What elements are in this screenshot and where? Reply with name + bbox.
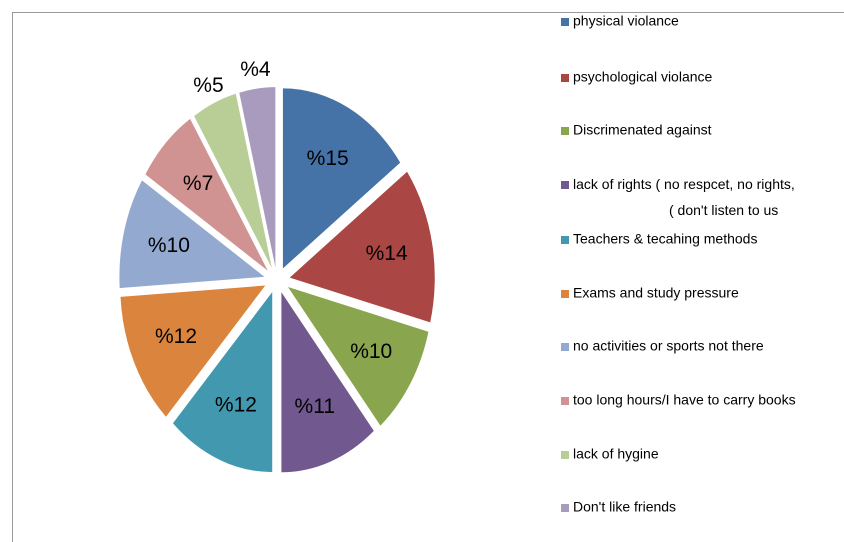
- legend-line: ( don't listen to us: [669, 202, 778, 218]
- legend-label: Discrimenated against: [573, 122, 712, 138]
- legend-label: Teachers & tecahing methods: [573, 231, 757, 247]
- legend-line: lack of rights ( no respcet, no rights,: [573, 176, 795, 192]
- chart-frame: [12, 12, 844, 542]
- legend-swatch: [561, 236, 569, 244]
- slice-label: %10: [350, 340, 392, 363]
- slice-label: %4: [240, 58, 271, 81]
- slice-label: %15: [307, 147, 349, 170]
- pie-slice: [120, 285, 266, 417]
- legend-label: physical violance: [573, 13, 679, 29]
- slice-label: %10: [148, 234, 190, 257]
- pie-slice: [282, 88, 401, 269]
- legend-label: Don't like friends: [573, 499, 676, 515]
- legend-swatch: [561, 18, 569, 26]
- legend-label: no activities or sports not there: [573, 338, 764, 354]
- legend-label: psychological violance: [573, 69, 713, 85]
- legend-swatch: [561, 343, 569, 351]
- legend-swatch: [561, 290, 569, 298]
- legend-label: Exams and study pressure: [573, 285, 739, 301]
- pie-slice: [239, 87, 276, 268]
- pie-slice: [172, 292, 273, 473]
- legend-swatch: [561, 74, 569, 82]
- legend-label: lack of hygine: [573, 446, 659, 462]
- legend-swatch: [561, 127, 569, 135]
- pie-slice: [194, 93, 272, 269]
- slice-label: %12: [155, 325, 197, 348]
- legend-label: lack of rights ( no respcet, no rights, (…: [573, 176, 795, 218]
- legend-swatch: [561, 504, 569, 512]
- pie-slice: [281, 292, 374, 473]
- slice-label: %11: [295, 395, 335, 418]
- pie-slice: [287, 286, 429, 426]
- pie-slice: [145, 118, 268, 271]
- pie-slice: [119, 180, 265, 289]
- legend-swatch: [561, 397, 569, 405]
- pie-slice: [289, 171, 435, 323]
- legend-swatch: [561, 181, 569, 189]
- slice-label: %5: [193, 74, 223, 97]
- slice-label: %14: [366, 242, 408, 265]
- legend-label: too long hours/I have to carry books: [573, 392, 796, 408]
- slice-label: %12: [215, 393, 257, 416]
- slice-label: %7: [183, 172, 213, 195]
- legend-swatch: [561, 451, 569, 459]
